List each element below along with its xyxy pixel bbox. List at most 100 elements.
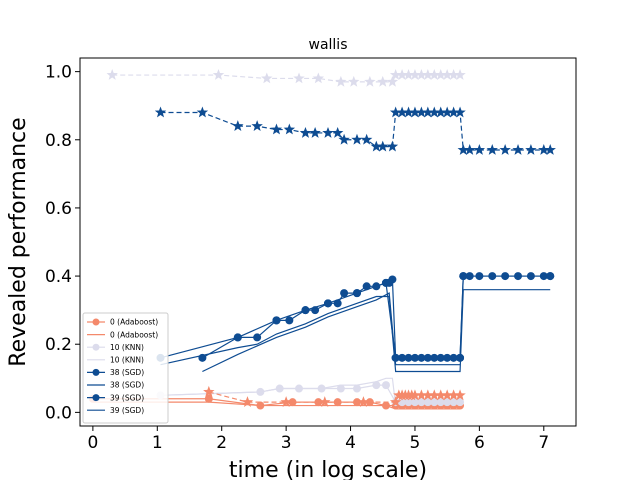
data-point — [196, 106, 209, 118]
data-point — [410, 398, 419, 407]
data-point — [486, 144, 498, 155]
data-point — [352, 384, 361, 393]
data-point — [525, 144, 537, 155]
data-point — [409, 69, 421, 80]
legend-marker — [92, 394, 100, 402]
legend-label: 38 (SGD) — [110, 368, 144, 377]
y-tick-label: 0.6 — [45, 199, 72, 219]
data-point — [441, 106, 453, 118]
x-tick-label: 2 — [216, 433, 227, 453]
data-point — [386, 75, 399, 87]
data-point — [441, 69, 453, 80]
data-point — [283, 123, 296, 135]
y-axis: 0.0 0.2 0.4 0.6 0.8 1.0 — [45, 63, 80, 423]
data-point — [456, 353, 465, 362]
series-line — [160, 111, 551, 151]
data-point — [391, 353, 400, 362]
data-point — [372, 381, 381, 390]
legend-label: 38 (SGD) — [110, 381, 144, 390]
data-point — [389, 106, 402, 118]
data-point — [409, 106, 421, 118]
data-point — [459, 272, 468, 281]
data-point — [544, 144, 556, 155]
data-point — [389, 396, 402, 407]
data-point — [409, 389, 421, 401]
data-point — [538, 144, 550, 155]
data-point — [261, 72, 273, 84]
data-point — [241, 396, 254, 407]
data-point — [381, 381, 390, 390]
y-tick-label: 1.0 — [45, 63, 72, 83]
legend-label: 39 (SGD) — [110, 393, 144, 402]
data-point — [275, 384, 284, 393]
x-tick-label: 0 — [87, 433, 98, 453]
data-point — [251, 120, 263, 131]
data-point — [154, 106, 167, 118]
data-point — [285, 316, 294, 325]
data-point — [456, 398, 465, 407]
data-point — [428, 389, 440, 401]
data-point — [454, 69, 466, 80]
y-tick-label: 0.2 — [45, 335, 72, 355]
data-point — [457, 144, 469, 155]
data-point — [204, 394, 213, 403]
data-point — [324, 299, 332, 308]
x-tick-label: 7 — [538, 433, 549, 453]
legend-label: 39 (SGD) — [110, 406, 144, 415]
data-point — [333, 299, 342, 308]
data-point — [447, 106, 460, 118]
data-point — [370, 140, 383, 152]
data-point — [422, 389, 434, 401]
x-tick-label: 6 — [474, 433, 485, 453]
data-point — [381, 278, 390, 287]
data-point — [415, 69, 428, 80]
data-point — [404, 398, 413, 407]
data-point — [233, 333, 242, 342]
data-point — [335, 75, 347, 87]
data-point — [443, 398, 452, 407]
data-point — [415, 389, 428, 401]
data-point — [447, 69, 460, 80]
data-point — [428, 69, 440, 80]
data-point — [430, 398, 439, 407]
plot-frame — [79, 57, 577, 427]
data-point — [435, 69, 447, 80]
data-point — [322, 126, 334, 138]
data-point — [232, 120, 244, 131]
data-point — [309, 126, 321, 138]
data-point — [396, 69, 408, 80]
data-point — [398, 398, 407, 407]
legend-frame — [82, 312, 169, 424]
legend-label: 10 (KNN) — [110, 356, 144, 365]
data-point — [272, 316, 281, 325]
data-point — [319, 396, 331, 407]
data-point — [253, 333, 262, 342]
data-point — [351, 133, 363, 145]
data-point — [314, 398, 323, 407]
x-tick-label: 1 — [152, 433, 163, 453]
chart-title: wallis — [309, 37, 348, 53]
data-point — [381, 401, 390, 410]
data-point — [415, 106, 428, 118]
data-point — [293, 72, 305, 84]
data-point — [301, 306, 310, 315]
legend-label: 0 (Adaboost) — [110, 330, 158, 339]
data-point — [436, 398, 445, 407]
legend-marker — [92, 368, 100, 376]
y-tick-label: 0.0 — [45, 403, 72, 423]
data-point — [389, 69, 402, 80]
data-point — [499, 144, 511, 155]
data-point — [106, 69, 118, 80]
legend: 0 (Adaboost) 0 (Adaboost) 10 (KNN) 10 (KNN)… — [82, 312, 169, 424]
data-point — [352, 289, 361, 298]
data-point — [203, 385, 215, 397]
plot-area — [88, 69, 556, 410]
data-point — [454, 389, 466, 401]
data-point — [331, 126, 344, 138]
data-point — [388, 275, 397, 284]
data-point — [212, 69, 225, 80]
data-point — [288, 398, 297, 407]
data-point — [546, 272, 555, 281]
data-point — [348, 75, 360, 87]
